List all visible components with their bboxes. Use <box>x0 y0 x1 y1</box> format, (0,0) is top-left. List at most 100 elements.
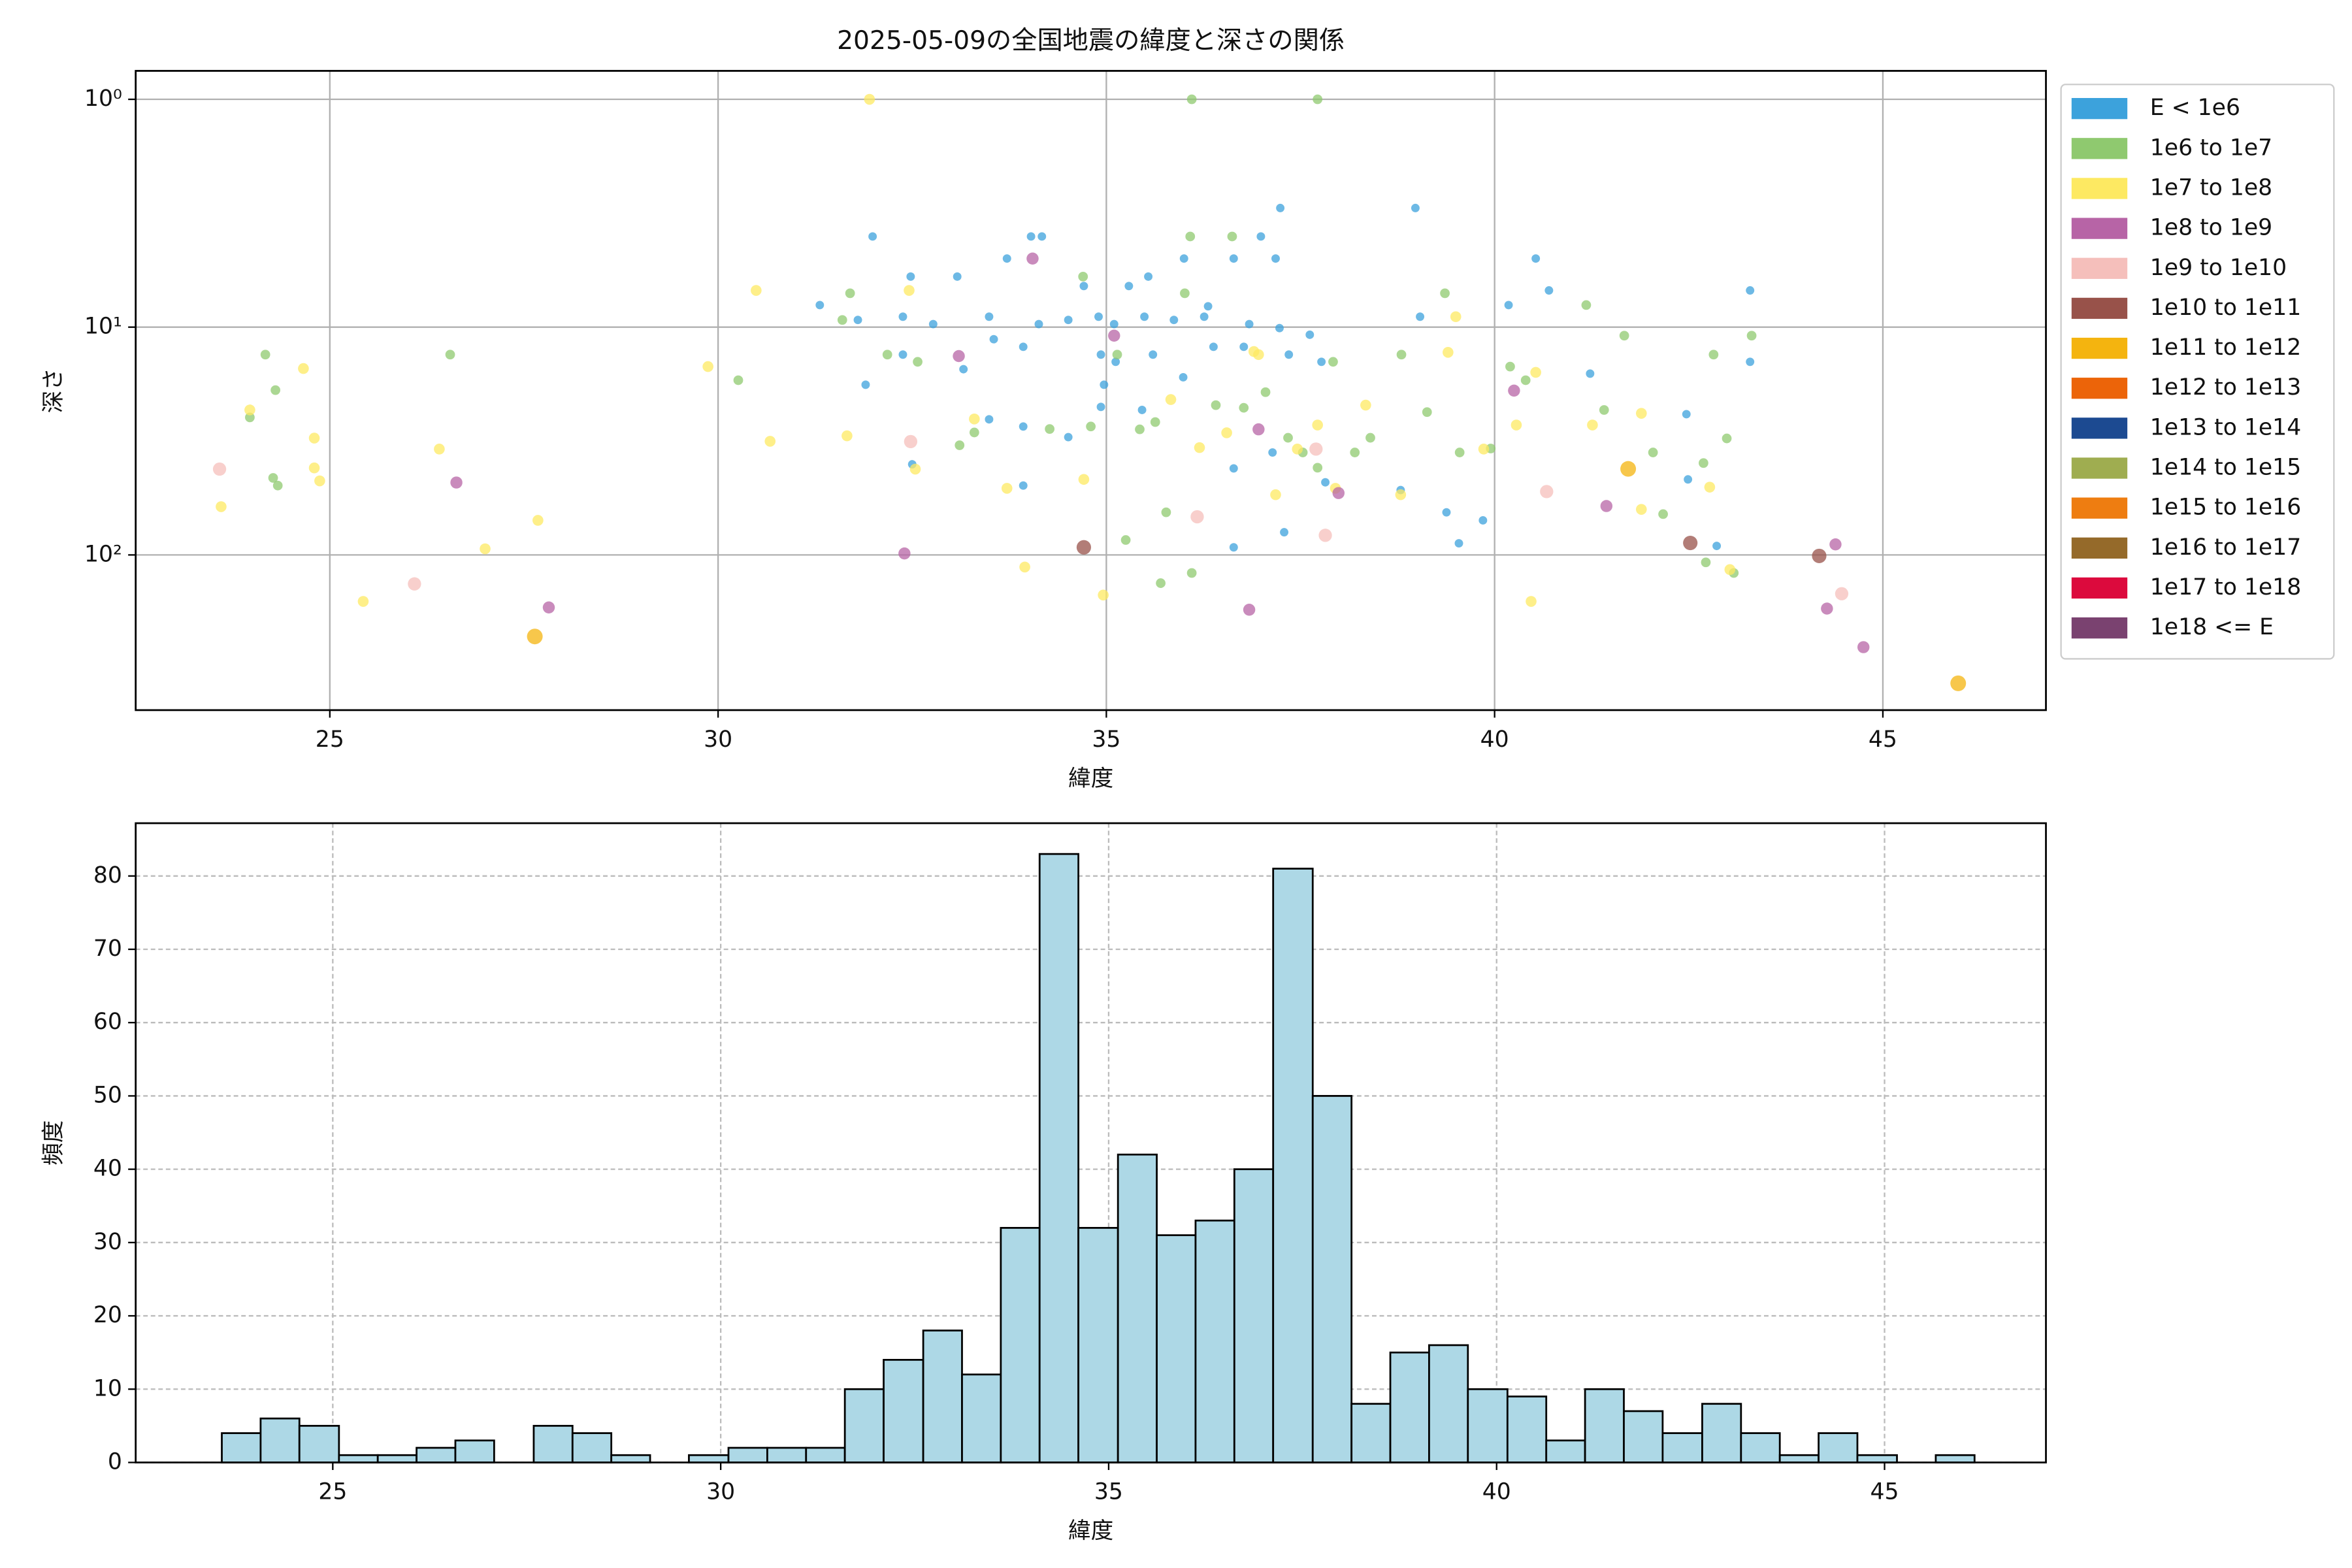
scatter-point <box>212 462 227 476</box>
histogram-bar <box>221 1432 262 1463</box>
legend: E < 1e6 1e6 to 1e7 1e7 to 1e8 1e8 to 1e9 1e9… <box>2060 84 2335 660</box>
histogram-bar <box>961 1373 1002 1463</box>
legend-label: 1e16 to 1e17 <box>2150 534 2301 561</box>
scatter-point <box>1268 448 1277 457</box>
scatter-point <box>845 288 855 299</box>
y-tick-label: 10⁰ <box>84 86 122 112</box>
scatter-point <box>1140 312 1149 321</box>
scatter-point <box>1699 458 1708 468</box>
legend-swatch <box>2071 617 2128 639</box>
scatter-point <box>1186 94 1197 105</box>
legend-label: 1e6 to 1e7 <box>2150 135 2272 161</box>
scatter-point <box>1194 442 1205 453</box>
scatter-point <box>1100 380 1109 389</box>
legend-label: 1e8 to 1e9 <box>2150 215 2272 241</box>
scatter-point <box>1440 288 1450 299</box>
scatter-point <box>985 415 994 424</box>
scatter-point <box>928 319 938 329</box>
scatter-point <box>1581 300 1592 310</box>
histogram-bar <box>1272 868 1314 1463</box>
histogram-bar <box>1311 1095 1353 1463</box>
scatter-point <box>1540 485 1554 498</box>
scatter-point <box>216 501 227 512</box>
scatter-point <box>1209 342 1218 351</box>
scatter-point <box>1835 587 1849 600</box>
scatter-point <box>1313 94 1323 105</box>
scatter-point <box>1350 448 1360 457</box>
scatter-point <box>953 350 965 363</box>
x-tick-label: 45 <box>1870 1479 1899 1505</box>
scatter-point <box>1950 675 1967 691</box>
scatter-point <box>1450 311 1462 323</box>
legend-box <box>2060 84 2335 660</box>
histogram-bar <box>1701 1403 1742 1463</box>
scatter-point <box>906 272 915 281</box>
scatter-point <box>1746 357 1755 367</box>
histogram-bar <box>843 1388 885 1463</box>
histogram-bar <box>259 1417 301 1463</box>
legend-swatch <box>2071 457 2128 479</box>
scatter-point <box>1318 529 1332 542</box>
scatter-point <box>1169 316 1179 325</box>
y-tick-label: 30 <box>93 1229 122 1255</box>
scatter-point <box>1395 489 1407 500</box>
x-tick-label: 35 <box>1094 1479 1123 1505</box>
y-axis-label: 頻度 <box>41 1120 67 1166</box>
scatter-point <box>913 357 923 367</box>
scatter-point <box>955 440 965 450</box>
scatter-point <box>1252 423 1265 436</box>
scatter-point <box>1443 346 1454 358</box>
scatter-point <box>260 350 270 360</box>
scatter-point <box>1746 286 1755 295</box>
scatter-point <box>764 436 776 447</box>
scatter-point <box>1857 641 1870 653</box>
histogram-bar <box>1233 1168 1275 1463</box>
scatter-point <box>480 543 491 555</box>
histogram-bar <box>1038 853 1079 1463</box>
scatter-point <box>1531 254 1541 263</box>
scatter-point <box>298 363 309 374</box>
histogram-bar <box>688 1454 730 1463</box>
scatter-point <box>1098 589 1109 601</box>
scatter-point <box>1292 444 1303 455</box>
histogram-bar <box>1935 1454 1976 1463</box>
scatter-point <box>1161 507 1171 517</box>
scatter-point <box>1019 342 1028 351</box>
scatter-point <box>1149 350 1158 359</box>
scatter-point <box>953 272 962 281</box>
legend-swatch <box>2071 378 2128 399</box>
scatter-point <box>1275 323 1284 333</box>
scatter-point <box>1708 350 1719 360</box>
scatter-point <box>969 413 980 425</box>
histogram-bar <box>1661 1432 1703 1463</box>
y-tick-label: 70 <box>93 936 122 962</box>
scatter-point <box>308 462 320 474</box>
scatter-point <box>1109 319 1119 329</box>
x-tick-label: 25 <box>316 727 344 753</box>
scatter-point <box>1620 461 1637 477</box>
plot-frame <box>135 822 2047 1463</box>
scatter-point <box>1312 419 1323 431</box>
scatter-point <box>1064 316 1073 325</box>
legend-swatch <box>2071 98 2128 120</box>
scatter-point <box>1508 384 1520 397</box>
y-tick-label: 50 <box>93 1082 122 1108</box>
histogram-bar <box>454 1439 495 1463</box>
scatter-point <box>1812 548 1827 563</box>
scatter-point <box>1019 422 1028 431</box>
legend-label: E < 1e6 <box>2150 95 2240 121</box>
scatter-point <box>751 285 762 296</box>
scatter-point <box>270 385 281 395</box>
legend-label: 1e7 to 1e8 <box>2150 174 2272 201</box>
scatter-point <box>1079 282 1088 291</box>
scatter-point <box>1309 442 1323 456</box>
legend-label: 1e13 to 1e14 <box>2150 414 2301 440</box>
histogram-bar <box>1584 1388 1625 1463</box>
scatter-point <box>1239 402 1249 413</box>
scatter-point <box>1321 478 1330 487</box>
y-tick-label: 10¹ <box>84 314 122 340</box>
scatter-point <box>1185 231 1196 242</box>
x-tick-label: 45 <box>1869 727 1897 753</box>
histogram-bar <box>532 1424 574 1463</box>
legend-label: 1e18 <= E <box>2150 614 2274 640</box>
